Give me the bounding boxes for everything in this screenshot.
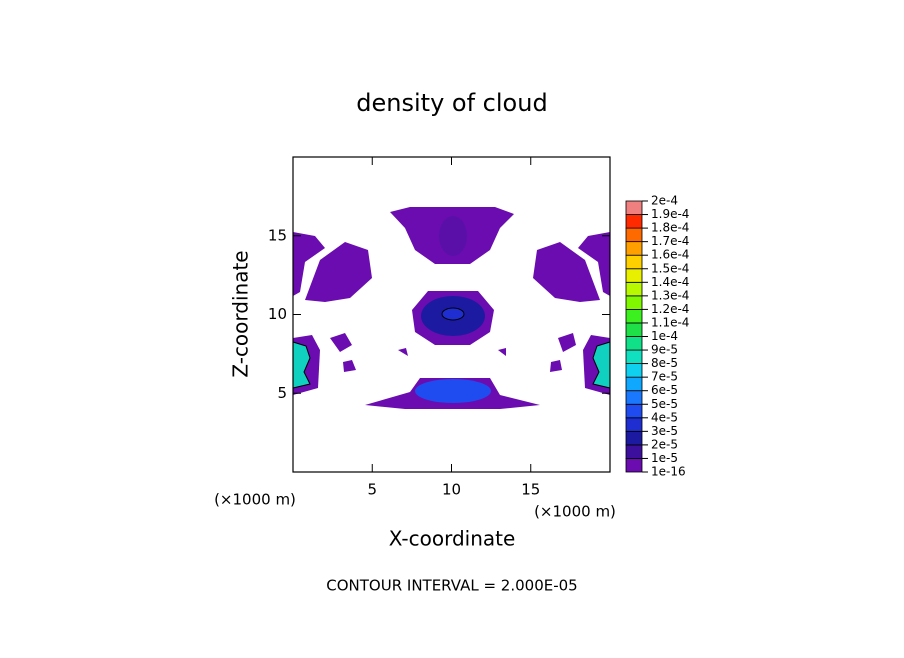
colorbar-label: 1.3e-4 bbox=[651, 288, 689, 302]
colorbar-label: 1e-5 bbox=[651, 451, 678, 465]
x-axis-label: X-coordinate bbox=[389, 527, 516, 551]
y-axis-label: Z-coordinate bbox=[229, 250, 253, 377]
colorbar-label: 4e-5 bbox=[651, 410, 678, 424]
y-tick-label: 5 bbox=[277, 384, 287, 402]
colorbar-bin bbox=[625, 322, 643, 337]
cloud-core bbox=[439, 216, 467, 256]
colorbar-label: 1.4e-4 bbox=[651, 275, 689, 289]
cloud-region bbox=[293, 232, 325, 296]
colorbar-label: 3e-5 bbox=[651, 424, 678, 438]
chart-title: density of cloud bbox=[356, 89, 547, 117]
y-tick-label: 10 bbox=[268, 305, 287, 323]
x-tick-label: 15 bbox=[521, 481, 540, 499]
colorbar-label: 1.2e-4 bbox=[651, 302, 689, 316]
cloud-region bbox=[578, 232, 610, 296]
colorbar-bin bbox=[625, 336, 643, 351]
y-unit-label: (×1000 m) bbox=[534, 503, 616, 521]
colorbar-label: 8e-5 bbox=[651, 356, 678, 370]
colorbar-bin bbox=[625, 376, 643, 392]
cloud-core bbox=[592, 341, 611, 389]
colorbar-bin bbox=[625, 430, 643, 446]
colorbar-bin bbox=[625, 363, 643, 378]
colorbar-label: 2e-5 bbox=[651, 437, 678, 451]
colorbar-bin bbox=[625, 281, 643, 297]
colorbar-bin bbox=[625, 458, 643, 473]
colorbar-bin bbox=[625, 268, 643, 283]
colorbar-bin bbox=[625, 444, 643, 459]
colorbar-label: 1.7e-4 bbox=[651, 234, 689, 248]
colorbar-bin bbox=[625, 214, 643, 229]
cloud-core bbox=[292, 341, 311, 389]
footer: CONTOUR INTERVAL = 2.000E-05 bbox=[326, 577, 577, 595]
colorbar-bin bbox=[625, 295, 643, 310]
colorbar-bin bbox=[625, 390, 643, 405]
cloud-region bbox=[305, 242, 372, 302]
colorbar-bin bbox=[625, 227, 643, 243]
colorbar-bin bbox=[625, 403, 643, 419]
cloud-region bbox=[533, 242, 600, 302]
colorbar-bin bbox=[625, 241, 643, 256]
colorbar-bin bbox=[625, 349, 643, 364]
y-tick-label: 15 bbox=[268, 226, 287, 244]
colorbar-label: 1.1e-4 bbox=[651, 315, 689, 329]
colorbar-bin bbox=[625, 200, 643, 215]
colorbar-label: 1e-4 bbox=[651, 329, 678, 343]
colorbar-label: 9e-5 bbox=[651, 343, 678, 357]
colorbar-label: 6e-5 bbox=[651, 383, 678, 397]
colorbar-label: 1e-16 bbox=[651, 465, 686, 479]
colorbar-label: 5e-5 bbox=[651, 397, 678, 411]
cloud-core bbox=[415, 379, 491, 403]
x-tick-label: 10 bbox=[442, 481, 461, 499]
colorbar-label: 7e-5 bbox=[651, 370, 678, 384]
cloud-core bbox=[441, 307, 465, 321]
contour-fields bbox=[292, 207, 611, 409]
colorbar-bin bbox=[625, 254, 643, 270]
x-tick-label: 5 bbox=[367, 481, 377, 499]
colorbar-bin bbox=[625, 417, 643, 432]
colorbar-bin bbox=[625, 308, 643, 324]
colorbar-label: 2e-4 bbox=[651, 194, 678, 208]
cloud-region bbox=[330, 333, 576, 372]
colorbar-label: 1.5e-4 bbox=[651, 261, 689, 275]
colorbar-label: 1.6e-4 bbox=[651, 248, 689, 262]
x-unit-label: (×1000 m) bbox=[214, 491, 296, 509]
colorbar-label: 1.9e-4 bbox=[651, 207, 689, 221]
colorbar-label: 1.8e-4 bbox=[651, 221, 689, 235]
